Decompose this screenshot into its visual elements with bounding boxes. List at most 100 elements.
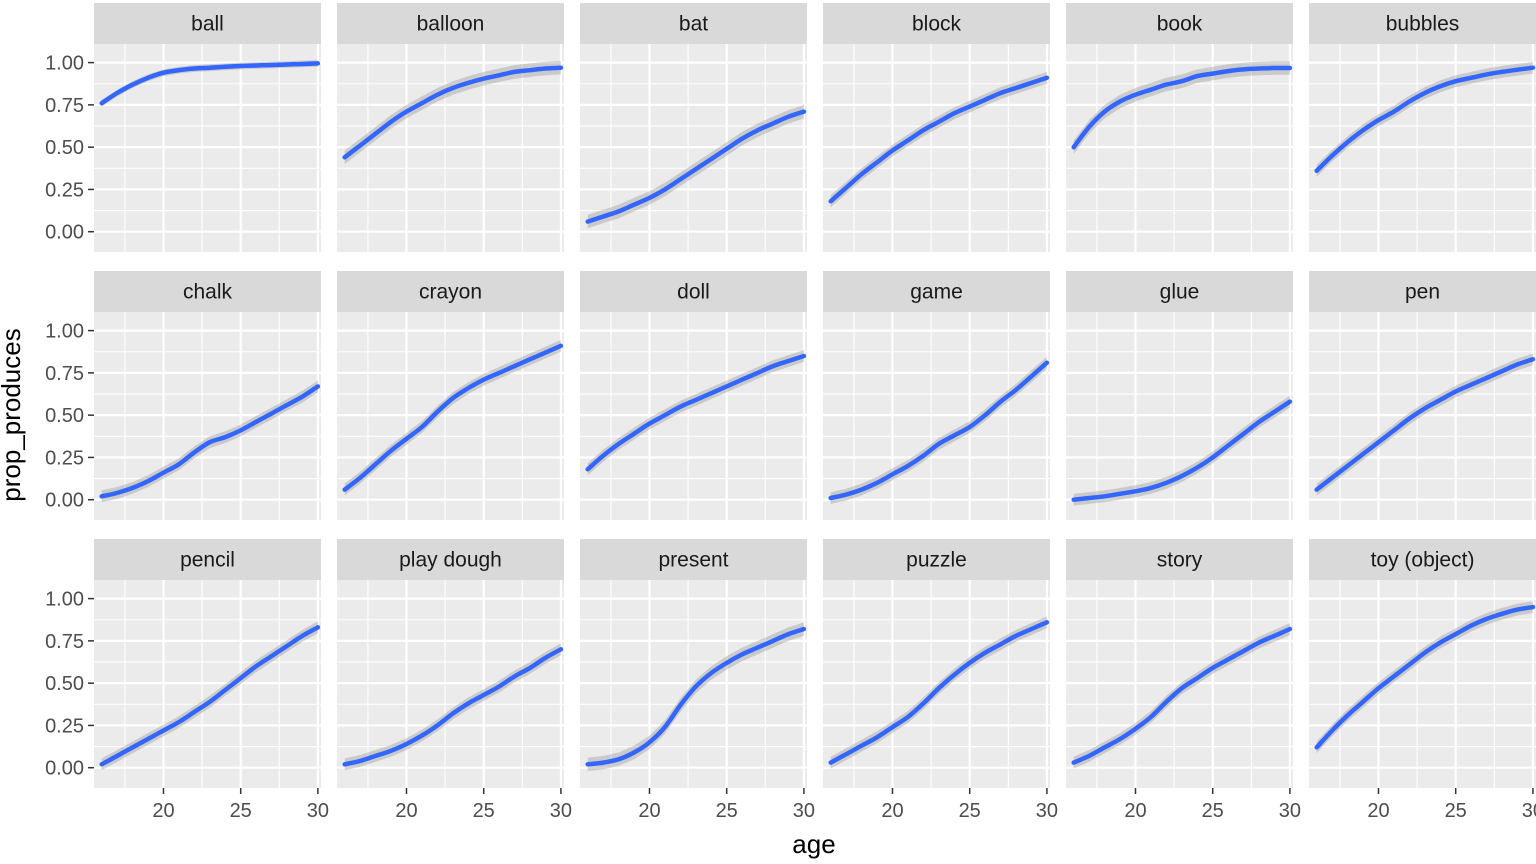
series-line-story — [1071, 626, 1293, 765]
facet-strip — [823, 271, 1050, 312]
facet-strip-label: ball — [191, 13, 224, 36]
facet-toy-object: toy (object) — [1309, 539, 1536, 788]
facet-strip-label: pen — [1405, 281, 1440, 304]
facet-strip-label: present — [658, 549, 728, 572]
x-tick-label: 25 — [473, 800, 495, 822]
y-tick-label: 1.00 — [45, 53, 84, 75]
facet-glue: glue — [1066, 271, 1293, 520]
facet-doll: doll — [580, 271, 807, 520]
x-tick-label: 25 — [1202, 800, 1224, 822]
facet-crayon: crayon — [337, 271, 564, 520]
y-tick-label: 0.75 — [45, 95, 84, 117]
facet-strip — [337, 271, 564, 312]
facet-puzzle: puzzle — [823, 539, 1050, 788]
facet-strip-label: toy (object) — [1371, 549, 1475, 572]
facet-strip — [1066, 3, 1293, 44]
facet-present: present — [580, 539, 807, 788]
facet-strip-label: glue — [1160, 281, 1200, 304]
facet-strip — [580, 3, 807, 44]
series-line-present — [585, 626, 807, 767]
facet-strip-label: balloon — [417, 13, 485, 36]
facet-game: game — [823, 271, 1050, 520]
y-axes: 0.00 0.25 0.50 0.75 1.00 0.00 0.25 0.50 0.75 1.00… — [45, 53, 94, 780]
facet-strip — [337, 3, 564, 44]
facet-strip — [337, 539, 564, 580]
series-line-toy-object — [1314, 604, 1536, 750]
facet-balloon: balloon — [337, 3, 564, 252]
y-tick-label: 1.00 — [45, 321, 84, 343]
x-tick-label: 20 — [1367, 800, 1389, 822]
x-tick-label: 25 — [959, 800, 981, 822]
facet-strip-label: puzzle — [906, 549, 967, 572]
x-tick-label: 30 — [1522, 800, 1536, 822]
x-tick-label: 20 — [395, 800, 417, 822]
series-line-pencil — [99, 625, 321, 767]
facet-chalk: chalk — [94, 271, 321, 520]
facet-strip — [1066, 271, 1293, 312]
x-tick-label: 30 — [793, 800, 815, 822]
x-tick-label: 20 — [1124, 800, 1146, 822]
confidence-band — [1316, 601, 1533, 754]
y-tick-label: 0.00 — [45, 758, 84, 780]
facet-strip-label: book — [1157, 13, 1203, 36]
facet-strip-label: play dough — [399, 549, 502, 572]
facet-bubbles: bubbles — [1309, 3, 1536, 252]
facet-strip — [580, 271, 807, 312]
facet-strip-label: doll — [677, 281, 710, 304]
facet-block: block — [823, 3, 1050, 252]
x-tick-label: 30 — [307, 800, 329, 822]
facet-strip-label: crayon — [419, 281, 482, 304]
x-tick-label: 30 — [550, 800, 572, 822]
facet-panels: ball balloon bat block book bubbles chalk crayo… — [94, 3, 1536, 788]
facet-play-dough: play dough — [337, 539, 564, 788]
facet-strip — [94, 271, 321, 312]
confidence-band — [830, 356, 1047, 504]
x-tick-label: 20 — [152, 800, 174, 822]
y-tick-label: 0.50 — [45, 405, 84, 427]
facet-strip-label: block — [912, 13, 962, 36]
series-line-pen — [1314, 357, 1536, 492]
facet-strip-label: game — [910, 281, 963, 304]
y-tick-label: 0.50 — [45, 137, 84, 159]
facet-strip-label: bat — [679, 13, 708, 36]
series-line-block — [828, 75, 1050, 204]
y-tick-label: 0.00 — [45, 222, 84, 244]
x-tick-label: 20 — [881, 800, 903, 822]
series-line-chalk — [99, 384, 321, 499]
facet-strip-label: pencil — [180, 549, 235, 572]
facet-strip-label: chalk — [183, 281, 233, 304]
y-tick-label: 0.50 — [45, 673, 84, 695]
x-tick-label: 25 — [230, 800, 252, 822]
series-line-glue — [1071, 399, 1293, 502]
series-line-balloon — [342, 65, 564, 160]
confidence-band — [1073, 395, 1290, 506]
x-tick-label: 20 — [638, 800, 660, 822]
facet-pen: pen — [1309, 271, 1536, 520]
y-tick-label: 0.00 — [45, 490, 84, 512]
facet-strip — [1309, 271, 1536, 312]
y-tick-label: 0.75 — [45, 631, 84, 653]
series-line-puzzle — [828, 620, 1050, 765]
facet-strip — [1309, 539, 1536, 580]
series-line-play-dough — [342, 647, 564, 767]
series-line-doll — [585, 353, 807, 472]
y-tick-label: 0.25 — [45, 447, 84, 469]
facet-strip — [1309, 3, 1536, 44]
facet-story: story — [1066, 539, 1293, 788]
series-line-game — [828, 360, 1050, 501]
x-tick-label: 30 — [1036, 800, 1058, 822]
facet-strip — [94, 3, 321, 44]
facet-strip-label: story — [1157, 549, 1203, 572]
facet-strip — [1066, 539, 1293, 580]
series-line-bat — [585, 109, 807, 224]
confidence-band — [1316, 61, 1533, 177]
y-tick-label: 0.25 — [45, 179, 84, 201]
series-line-ball — [99, 61, 321, 106]
facet-strip — [823, 539, 1050, 580]
facet-bat: bat — [580, 3, 807, 252]
x-axes: 20 25 30 20 25 30 20 25 30 20 25 30 20 25 30 20 25 30 — [152, 788, 1536, 822]
x-tick-label: 25 — [1445, 800, 1467, 822]
x-axis-title: age — [792, 829, 835, 859]
series-line-bubbles — [1314, 65, 1536, 174]
x-tick-label: 25 — [716, 800, 738, 822]
